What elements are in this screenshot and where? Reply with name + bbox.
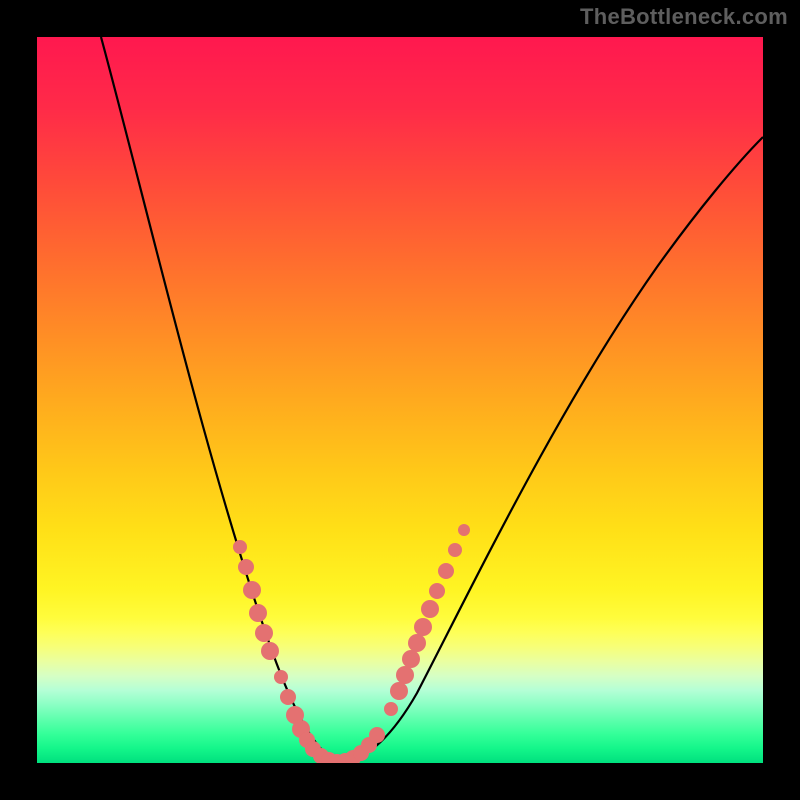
- curve-marker: [438, 563, 454, 579]
- curve-marker: [396, 666, 414, 684]
- curve-marker: [421, 600, 439, 618]
- curve-marker: [255, 624, 273, 642]
- curve-line: [101, 37, 763, 761]
- curve-marker: [458, 524, 470, 536]
- curve-marker: [243, 581, 261, 599]
- curve-marker: [402, 650, 420, 668]
- curve-marker: [238, 559, 254, 575]
- curve-marker: [249, 604, 267, 622]
- curve-marker: [384, 702, 398, 716]
- curve-marker: [274, 670, 288, 684]
- curve-marker: [280, 689, 296, 705]
- curve-marker: [429, 583, 445, 599]
- curve-marker: [369, 727, 385, 743]
- curve-marker: [448, 543, 462, 557]
- curve-marker: [233, 540, 247, 554]
- bottleneck-curve: [37, 37, 763, 763]
- curve-marker: [261, 642, 279, 660]
- curve-marker: [408, 634, 426, 652]
- plot-area: [37, 37, 763, 763]
- curve-markers: [233, 524, 470, 763]
- curve-marker: [414, 618, 432, 636]
- watermark-text: TheBottleneck.com: [580, 4, 788, 30]
- curve-marker: [390, 682, 408, 700]
